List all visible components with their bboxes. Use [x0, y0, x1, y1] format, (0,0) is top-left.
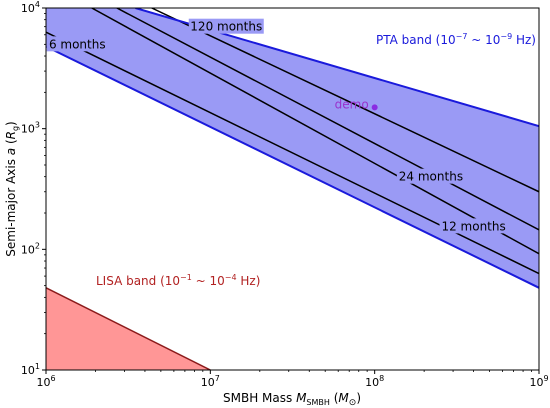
period-lines	[46, 8, 539, 275]
period-label-bg-1	[188, 18, 264, 34]
y-tick-label-2: 103	[21, 121, 40, 136]
period-label-1: 120 months	[190, 20, 262, 34]
lisa-edge	[46, 287, 211, 370]
period-label-0: 6 months	[49, 37, 106, 51]
x-tick-label-1: 107	[201, 374, 220, 389]
period-label-bg-3	[439, 218, 508, 234]
annotations: 6 months 120 months 24 months 12 months demo…	[46, 18, 536, 288]
y-tick-label-3: 104	[21, 0, 40, 15]
y-axis: 101 102 103 104	[21, 0, 46, 377]
period-label-2: 24 months	[399, 170, 463, 184]
demo-label: demo	[335, 97, 369, 111]
period-line-2	[116, 8, 539, 231]
period-label-bg-0	[46, 36, 108, 52]
y-tick-label-1: 102	[21, 241, 40, 256]
x-axis-title: SMBH Mass MSMBH (M⊙)	[223, 391, 361, 408]
lisa-band-label: LISA band (10−1 ~ 10−4 Hz)	[96, 273, 260, 288]
demo-point	[371, 104, 378, 111]
period-line-1	[91, 8, 539, 255]
y-tick-label-0: 101	[21, 362, 40, 377]
x-tick-label-0: 106	[36, 374, 55, 389]
x-tick-label-3: 109	[529, 374, 548, 389]
pta-band-label: PTA band (10−7 ~ 10−9 Hz)	[376, 32, 536, 47]
pta-lower-edge	[46, 45, 539, 289]
x-axis: 106 107 108 109	[36, 370, 549, 389]
plot-area	[46, 8, 539, 370]
period-label-3: 12 months	[441, 219, 505, 233]
x-tick-label-2: 108	[365, 374, 384, 389]
period-line-3	[151, 8, 539, 193]
y-axis-title: Semi-major Axis a (Rg)	[4, 121, 20, 257]
pta-band-fill	[46, 8, 539, 288]
period-label-bg-2	[396, 168, 465, 184]
plot-frame	[45, 7, 540, 371]
